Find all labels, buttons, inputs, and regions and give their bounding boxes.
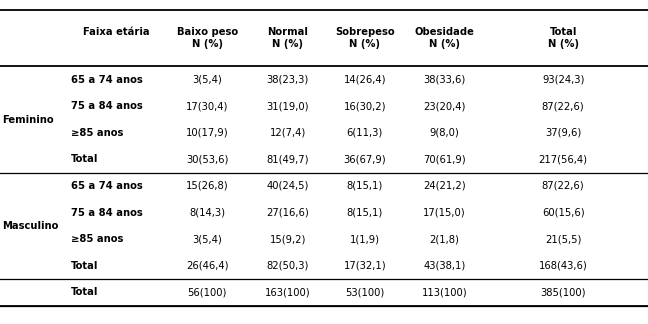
Text: Faixa etária: Faixa etária bbox=[83, 27, 149, 37]
Text: 26(46,4): 26(46,4) bbox=[186, 261, 229, 271]
Text: 36(67,9): 36(67,9) bbox=[343, 155, 386, 164]
Text: 15(9,2): 15(9,2) bbox=[270, 234, 306, 244]
Text: 81(49,7): 81(49,7) bbox=[266, 155, 309, 164]
Text: 87(22,6): 87(22,6) bbox=[542, 101, 584, 111]
Text: 27(16,6): 27(16,6) bbox=[266, 208, 309, 217]
Text: 168(43,6): 168(43,6) bbox=[538, 261, 588, 271]
Text: Obesidade
N (%): Obesidade N (%) bbox=[414, 27, 474, 49]
Text: 113(100): 113(100) bbox=[421, 287, 467, 297]
Text: 60(15,6): 60(15,6) bbox=[542, 208, 584, 217]
Text: 75 a 84 anos: 75 a 84 anos bbox=[71, 208, 143, 217]
Text: 2(1,8): 2(1,8) bbox=[429, 234, 459, 244]
Text: 30(53,6): 30(53,6) bbox=[186, 155, 229, 164]
Text: 31(19,0): 31(19,0) bbox=[266, 101, 309, 111]
Text: 82(50,3): 82(50,3) bbox=[266, 261, 309, 271]
Text: 75 a 84 anos: 75 a 84 anos bbox=[71, 101, 143, 111]
Text: 24(21,2): 24(21,2) bbox=[423, 181, 465, 191]
Text: Total: Total bbox=[71, 287, 98, 297]
Text: 6(11,3): 6(11,3) bbox=[347, 128, 383, 138]
Text: Baixo peso
N (%): Baixo peso N (%) bbox=[177, 27, 238, 49]
Text: 56(100): 56(100) bbox=[188, 287, 227, 297]
Text: Total: Total bbox=[71, 261, 98, 271]
Text: 8(15,1): 8(15,1) bbox=[347, 208, 383, 217]
Text: 70(61,9): 70(61,9) bbox=[423, 155, 465, 164]
Text: 17(15,0): 17(15,0) bbox=[423, 208, 465, 217]
Text: 8(15,1): 8(15,1) bbox=[347, 181, 383, 191]
Text: 23(20,4): 23(20,4) bbox=[423, 101, 465, 111]
Text: 40(24,5): 40(24,5) bbox=[266, 181, 309, 191]
Text: Normal
N (%): Normal N (%) bbox=[267, 27, 308, 49]
Text: 12(7,4): 12(7,4) bbox=[270, 128, 306, 138]
Text: 17(30,4): 17(30,4) bbox=[186, 101, 229, 111]
Text: 93(24,3): 93(24,3) bbox=[542, 75, 584, 85]
Text: 38(23,3): 38(23,3) bbox=[266, 75, 309, 85]
Text: 14(26,4): 14(26,4) bbox=[343, 75, 386, 85]
Text: 53(100): 53(100) bbox=[345, 287, 384, 297]
Text: 43(38,1): 43(38,1) bbox=[423, 261, 465, 271]
Text: 1(1,9): 1(1,9) bbox=[350, 234, 380, 244]
Text: ≥85 anos: ≥85 anos bbox=[71, 234, 123, 244]
Text: 21(5,5): 21(5,5) bbox=[545, 234, 581, 244]
Text: Total
N (%): Total N (%) bbox=[548, 27, 579, 49]
Text: Sobrepeso
N (%): Sobrepeso N (%) bbox=[335, 27, 395, 49]
Text: 17(32,1): 17(32,1) bbox=[343, 261, 386, 271]
Text: 8(14,3): 8(14,3) bbox=[189, 208, 226, 217]
Text: 3(5,4): 3(5,4) bbox=[192, 234, 222, 244]
Text: 385(100): 385(100) bbox=[540, 287, 586, 297]
Text: 163(100): 163(100) bbox=[265, 287, 310, 297]
Text: 65 a 74 anos: 65 a 74 anos bbox=[71, 75, 143, 85]
Text: Total: Total bbox=[71, 155, 98, 164]
Text: 217(56,4): 217(56,4) bbox=[538, 155, 588, 164]
Text: Feminino: Feminino bbox=[3, 115, 54, 124]
Text: 9(8,0): 9(8,0) bbox=[430, 128, 459, 138]
Text: 10(17,9): 10(17,9) bbox=[186, 128, 229, 138]
Text: 38(33,6): 38(33,6) bbox=[423, 75, 465, 85]
Text: 3(5,4): 3(5,4) bbox=[192, 75, 222, 85]
Text: 37(9,6): 37(9,6) bbox=[545, 128, 581, 138]
Text: 16(30,2): 16(30,2) bbox=[343, 101, 386, 111]
Text: Masculino: Masculino bbox=[3, 221, 59, 231]
Text: 15(26,8): 15(26,8) bbox=[186, 181, 229, 191]
Text: 65 a 74 anos: 65 a 74 anos bbox=[71, 181, 143, 191]
Text: ≥85 anos: ≥85 anos bbox=[71, 128, 123, 138]
Text: 87(22,6): 87(22,6) bbox=[542, 181, 584, 191]
